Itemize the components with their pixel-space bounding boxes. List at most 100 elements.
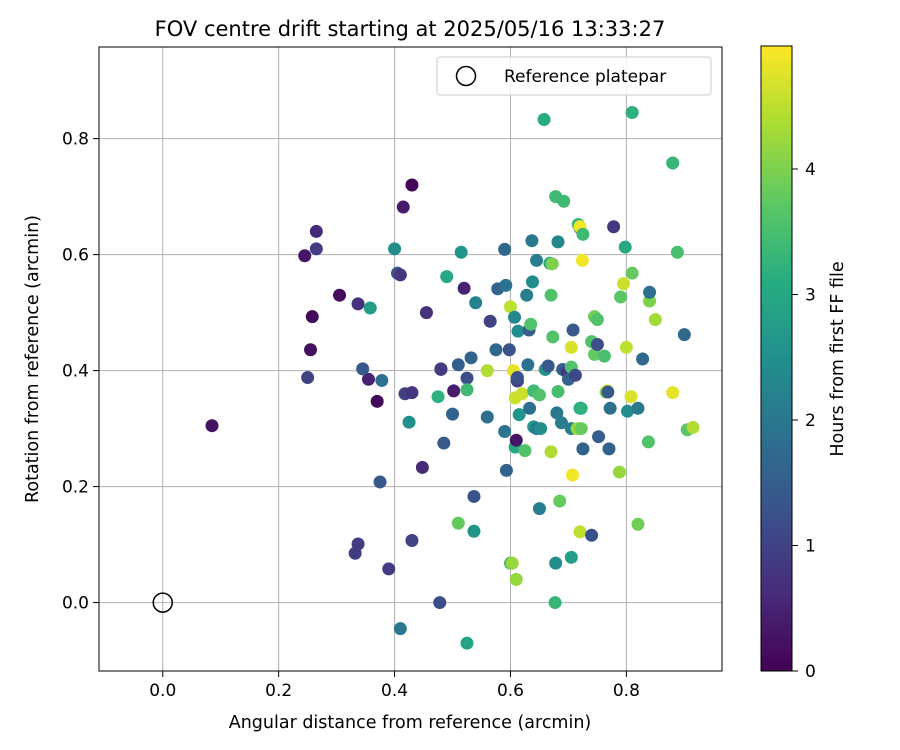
data-point [454, 245, 468, 259]
data-point [498, 242, 512, 256]
data-point [532, 388, 546, 402]
colorbar-tick-label: 4 [805, 160, 816, 180]
data-point [565, 468, 579, 482]
data-point [631, 401, 645, 415]
data-point [574, 401, 588, 415]
data-point [375, 373, 389, 387]
data-point [520, 288, 534, 302]
data-point [451, 516, 465, 530]
data-point [677, 328, 691, 342]
data-point [566, 323, 580, 337]
data-point [534, 422, 548, 436]
y-tick-label: 0.4 [62, 362, 89, 382]
data-point [576, 227, 590, 241]
data-point [590, 338, 604, 352]
colorbar-tick-label: 0 [805, 662, 816, 682]
data-point [503, 300, 517, 314]
legend: Reference platepar [436, 56, 712, 96]
data-point [568, 368, 582, 382]
data-point [553, 494, 567, 508]
data-point [601, 385, 615, 399]
data-point [612, 465, 626, 479]
data-point [483, 314, 497, 328]
x-tick-label: 0.2 [265, 681, 292, 701]
data-point [512, 408, 526, 422]
data-point [592, 430, 606, 444]
data-point [460, 371, 474, 385]
data-point [643, 285, 657, 299]
data-point [393, 622, 407, 636]
legend-box [436, 56, 712, 96]
colorbar-gradient [760, 45, 793, 672]
data-point [388, 242, 402, 256]
data-point [361, 372, 375, 386]
data-point [607, 220, 621, 234]
legend-reference-marker [455, 65, 477, 87]
data-point [460, 636, 474, 650]
data-point [469, 296, 483, 310]
data-point [602, 442, 616, 456]
data-point [502, 343, 516, 357]
data-point [648, 313, 662, 327]
data-point [405, 386, 419, 400]
data-point [431, 390, 445, 404]
y-axis-ticks: 0.0 0.2 0.4 0.6 0.8 [62, 130, 99, 614]
data-point [575, 253, 589, 267]
x-tick-label: 0.4 [381, 681, 408, 701]
data-point [532, 502, 546, 516]
y-tick-label: 0.8 [62, 130, 89, 150]
reference-platepar-marker [152, 592, 173, 613]
colorbar: 0 1 2 3 4 Hours from first FF file [760, 45, 848, 682]
data-point [686, 420, 700, 434]
data-point [467, 489, 481, 503]
scatter-points [205, 106, 700, 650]
data-point [666, 386, 680, 400]
data-point [550, 406, 564, 420]
colorbar-tick-label: 3 [805, 285, 816, 305]
data-point [509, 572, 523, 586]
data-point [437, 436, 451, 450]
data-point [636, 352, 650, 366]
y-tick-label: 0.0 [62, 594, 89, 614]
data-point [464, 351, 478, 365]
data-point [523, 401, 537, 415]
data-point [521, 358, 535, 372]
data-point [363, 301, 377, 315]
data-point [304, 343, 318, 357]
data-point [402, 415, 416, 429]
data-point [499, 463, 513, 477]
data-point [614, 290, 628, 304]
colorbar-tick-label: 1 [805, 536, 816, 556]
data-point [373, 475, 387, 489]
data-point [518, 444, 532, 458]
data-point [537, 112, 551, 126]
colorbar-tick-label: 2 [805, 411, 816, 431]
data-point [446, 407, 460, 421]
data-point [433, 596, 447, 610]
data-point [573, 525, 587, 539]
data-point [618, 240, 632, 254]
data-point [515, 387, 529, 401]
data-point [447, 384, 461, 398]
data-point [440, 270, 454, 284]
data-point [525, 275, 539, 289]
data-point [498, 424, 512, 438]
data-point [419, 306, 433, 320]
data-point [510, 371, 524, 385]
data-point [603, 401, 617, 415]
data-point [508, 310, 522, 324]
data-point [525, 234, 539, 248]
data-point [564, 550, 578, 564]
data-point [585, 528, 599, 542]
x-tick-label: 0.6 [497, 681, 524, 701]
data-point [415, 460, 429, 474]
data-point [524, 317, 538, 331]
data-point [666, 156, 680, 170]
data-point [544, 445, 558, 459]
chart-title: FOV centre drift starting at 2025/05/16 … [155, 17, 666, 41]
data-point [641, 435, 655, 449]
data-point [480, 364, 494, 378]
data-point [405, 178, 419, 192]
data-point [551, 384, 565, 398]
